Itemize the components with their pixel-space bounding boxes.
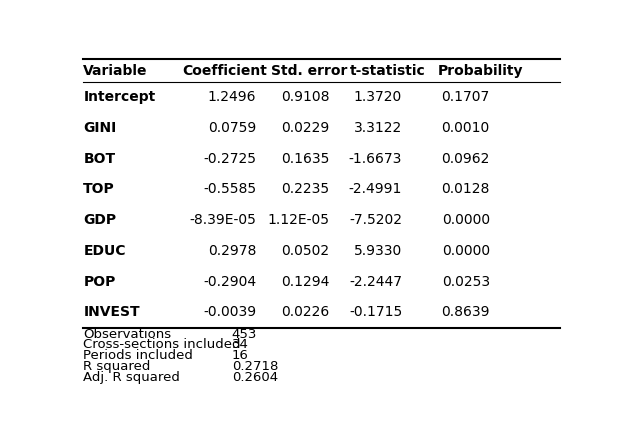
- Text: INVEST: INVEST: [84, 305, 140, 319]
- Text: 1.12E-05: 1.12E-05: [267, 213, 329, 227]
- Text: 0.2235: 0.2235: [281, 182, 329, 196]
- Text: TOP: TOP: [84, 182, 115, 196]
- Text: 0.0128: 0.0128: [441, 182, 490, 196]
- Text: -1.6673: -1.6673: [349, 152, 402, 166]
- Text: Intercept: Intercept: [84, 91, 156, 105]
- Text: 1.3720: 1.3720: [354, 91, 402, 105]
- Text: Cross-sections included: Cross-sections included: [84, 338, 241, 351]
- Text: 3.3122: 3.3122: [354, 121, 402, 135]
- Text: -0.1715: -0.1715: [349, 305, 402, 319]
- Text: R squared: R squared: [84, 360, 151, 373]
- Text: 0.0226: 0.0226: [281, 305, 329, 319]
- Text: -0.2725: -0.2725: [203, 152, 256, 166]
- Text: 34: 34: [232, 338, 249, 351]
- Text: EDUC: EDUC: [84, 244, 126, 258]
- Text: 0.8639: 0.8639: [441, 305, 490, 319]
- Text: 0.1635: 0.1635: [281, 152, 329, 166]
- Text: 0.0010: 0.0010: [441, 121, 490, 135]
- Text: -2.4991: -2.4991: [349, 182, 402, 196]
- Text: 0.0229: 0.0229: [281, 121, 329, 135]
- Text: Adj. R squared: Adj. R squared: [84, 371, 180, 384]
- Text: 0.9108: 0.9108: [281, 91, 329, 105]
- Text: 0.0000: 0.0000: [441, 244, 490, 258]
- Text: 0.0759: 0.0759: [208, 121, 256, 135]
- Text: t-statistic: t-statistic: [350, 64, 425, 78]
- Text: Variable: Variable: [84, 64, 148, 78]
- Text: 0.1707: 0.1707: [441, 91, 490, 105]
- Text: 0.2718: 0.2718: [232, 360, 278, 373]
- Text: GINI: GINI: [84, 121, 117, 135]
- Text: 16: 16: [232, 349, 249, 362]
- Text: Probability: Probability: [437, 64, 522, 78]
- Text: -2.2447: -2.2447: [349, 275, 402, 289]
- Text: -7.5202: -7.5202: [349, 213, 402, 227]
- Text: 0.0253: 0.0253: [441, 275, 490, 289]
- Text: 453: 453: [232, 328, 257, 340]
- Text: -0.0039: -0.0039: [203, 305, 256, 319]
- Text: BOT: BOT: [84, 152, 116, 166]
- Text: -0.2904: -0.2904: [203, 275, 256, 289]
- Text: 0.2604: 0.2604: [232, 371, 278, 384]
- Text: -8.39E-05: -8.39E-05: [189, 213, 256, 227]
- Text: Observations: Observations: [84, 328, 171, 340]
- Text: 0.0502: 0.0502: [281, 244, 329, 258]
- Text: Std. error: Std. error: [271, 64, 348, 78]
- Text: 0.2978: 0.2978: [208, 244, 256, 258]
- Text: -0.5585: -0.5585: [203, 182, 256, 196]
- Text: 0.0000: 0.0000: [441, 213, 490, 227]
- Text: Periods included: Periods included: [84, 349, 193, 362]
- Text: 1.2496: 1.2496: [208, 91, 256, 105]
- Text: POP: POP: [84, 275, 116, 289]
- Text: 0.0962: 0.0962: [441, 152, 490, 166]
- Text: 5.9330: 5.9330: [354, 244, 402, 258]
- Text: Coefficient: Coefficient: [182, 64, 267, 78]
- Text: GDP: GDP: [84, 213, 116, 227]
- Text: 0.1294: 0.1294: [281, 275, 329, 289]
